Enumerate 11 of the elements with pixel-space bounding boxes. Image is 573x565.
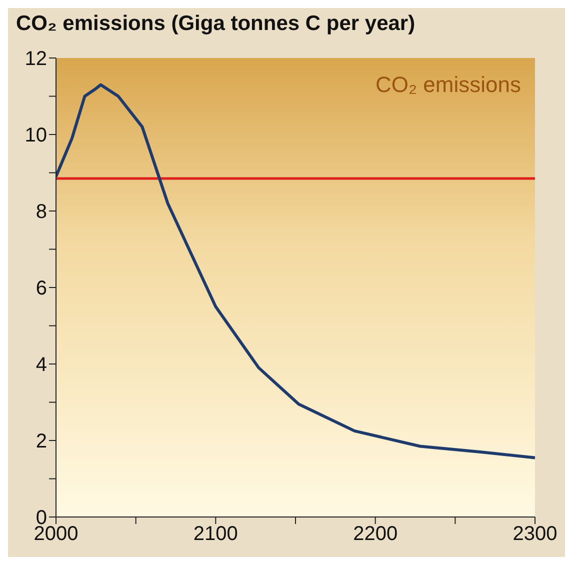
y-tick-label: 4 bbox=[36, 354, 47, 376]
annotation: CO₂ emissions bbox=[376, 72, 521, 98]
x-tick-label: 2300 bbox=[512, 523, 558, 546]
y-tick-label: 2 bbox=[36, 430, 47, 453]
x-tick-label: 2100 bbox=[193, 523, 238, 546]
y-tick-label: 10 bbox=[24, 124, 47, 147]
x-tick-label: 2200 bbox=[353, 523, 398, 546]
y-tick-label: 8 bbox=[36, 201, 47, 224]
y-tick-label: 6 bbox=[36, 278, 47, 300]
y-tick-label: 12 bbox=[24, 48, 47, 70]
chart-title: CO₂ emissions (Giga tonnes C per year) bbox=[15, 12, 416, 37]
